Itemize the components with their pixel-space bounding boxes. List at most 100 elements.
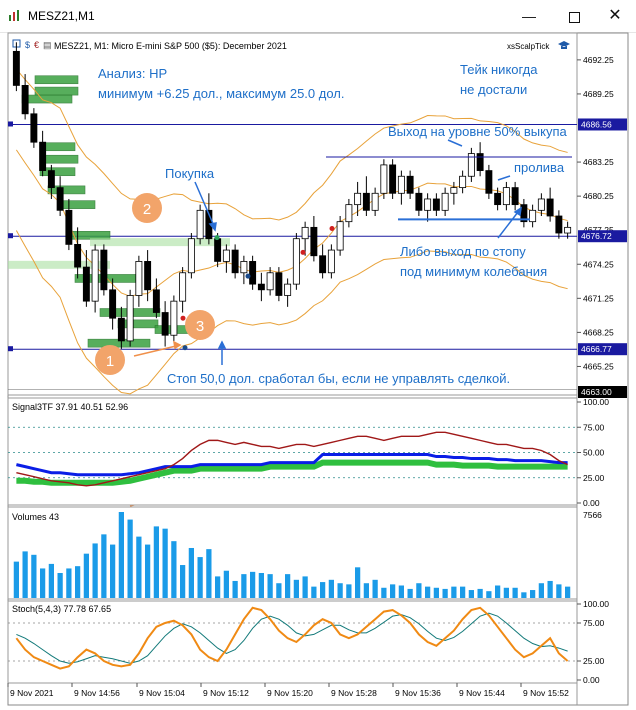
signal-tick-label: 100.00 (583, 397, 609, 407)
time-tick-label: 9 Nov 15:12 (203, 688, 249, 698)
middle-band-line (15, 149, 568, 297)
volume-bar (390, 584, 396, 598)
candle-body (12, 50, 20, 86)
price-tick-label: 4689.25 (583, 89, 614, 99)
annotation-take-2: не достали (460, 82, 527, 97)
price-badge-label: 4676.72 (581, 231, 612, 241)
volume-bar (477, 588, 483, 598)
candle-body (82, 266, 90, 302)
candle-body (144, 261, 152, 291)
candle-body (432, 198, 440, 211)
stoch-panel-label: Stoch(5,4,3) 77.78 67.65 (12, 604, 111, 614)
volume-bar (171, 541, 177, 598)
price-tick-label: 4683.25 (583, 157, 614, 167)
volume-bar (188, 547, 194, 598)
volume-bar (92, 543, 98, 598)
marker-3-label: 3 (196, 318, 204, 335)
volume-panel-label: Volumes 43 (12, 512, 59, 522)
candle-body (170, 300, 178, 336)
annotation-stop: Стоп 50,0 дол. сработал бы, если не упра… (167, 371, 510, 386)
support-zone (90, 238, 230, 247)
candle-body (257, 283, 265, 291)
volume-bar (521, 592, 527, 598)
price-badge-label: 4666.77 (581, 344, 612, 354)
annotation-analysis-2: минимум +6.25 дол., максимум 25.0 дол. (98, 86, 344, 101)
signal-tick-label: 25.00 (583, 473, 605, 483)
signal3tf-plot (8, 426, 577, 487)
candle-body (362, 192, 370, 211)
volume-bar (495, 585, 501, 598)
volume-bar (372, 579, 378, 598)
volume-bar (83, 553, 89, 598)
volume-bar (145, 544, 151, 598)
candle-body (39, 141, 47, 171)
volume-bar (433, 587, 439, 598)
annotation-alt-exit-1: Либо выход по стопу (400, 244, 526, 259)
chart-header: $ € ▤ MESZ21, M1: Micro E-mini S&P 500 (… (12, 39, 570, 51)
volume-bar (460, 586, 466, 598)
candle-body (336, 221, 344, 251)
price-axis: 4692.25 4689.25 4683.25 4680.25 4674.25 4671.… (577, 55, 627, 398)
candle-body (214, 238, 222, 262)
volume-bar (512, 587, 518, 598)
signal-blue-line (16, 453, 568, 477)
signal-arrow-dot (182, 345, 188, 351)
time-tick-label: 9 Nov 15:20 (267, 688, 313, 698)
candle-body (117, 317, 125, 342)
volume-bar (75, 566, 81, 598)
candle-body (249, 261, 257, 285)
time-tick-label: 9 Nov 15:52 (523, 688, 569, 698)
volume-bar (197, 557, 203, 598)
close-button[interactable]: ✕ (600, 4, 630, 28)
volume-bar (293, 579, 299, 598)
candle-body (100, 249, 108, 291)
volume-bar (363, 583, 369, 598)
price-badge-label: 4686.56 (581, 119, 612, 129)
marker-circle-1 (95, 345, 125, 375)
price-plot (8, 42, 577, 395)
title-bar: MESZ21,M1 — ✕ (0, 0, 636, 33)
time-tick-label: 9 Nov 15:44 (459, 688, 505, 698)
candle-body (292, 238, 300, 285)
candle-body (74, 243, 82, 268)
volume-bar (328, 579, 334, 598)
volume-bar (538, 583, 544, 598)
stoch-tick-label: 100.00 (583, 599, 609, 609)
volume-bar (556, 584, 562, 598)
support-zone (47, 185, 86, 195)
support-zone (69, 231, 111, 240)
chart-area[interactable]: $ € ▤ MESZ21, M1: Micro E-mini S&P 500 (… (0, 32, 636, 710)
volume-bar (398, 585, 404, 598)
chart-app-icon (9, 10, 19, 21)
stoch-tick-label: 25.00 (583, 656, 605, 666)
level-marker-entry (8, 233, 13, 239)
minimize-button[interactable]: — (514, 4, 544, 28)
candle-body (231, 249, 239, 274)
volume-bar (486, 591, 492, 598)
volume-bar (206, 549, 212, 598)
signal-green-line (16, 459, 568, 486)
level-marker-stop (8, 346, 13, 352)
signal-red-line (16, 431, 568, 487)
volume-bar (320, 582, 326, 598)
signal-panel[interactable] (7, 397, 578, 506)
marker-circle-3 (185, 310, 215, 340)
stoch-panel[interactable] (7, 600, 578, 684)
volume-bar (101, 534, 107, 598)
support-zone (21, 94, 73, 104)
signal-arrow-dot (300, 249, 306, 255)
candle-body (319, 255, 327, 274)
volume-bar (451, 586, 457, 598)
maximize-button[interactable] (559, 4, 589, 28)
candle-body (56, 187, 64, 211)
dollar-icon: $ (25, 40, 30, 50)
close-icon: ✕ (608, 7, 622, 24)
volume-bar (346, 584, 352, 598)
volume-bar (31, 554, 37, 598)
maximize-icon (568, 11, 580, 23)
signal-arrow-dot (214, 235, 220, 241)
signal-tick-label: 0.00 (583, 498, 600, 508)
lower-band-line (15, 230, 568, 395)
candle-body (327, 249, 335, 274)
annotation-breakout: пролива (514, 160, 565, 175)
